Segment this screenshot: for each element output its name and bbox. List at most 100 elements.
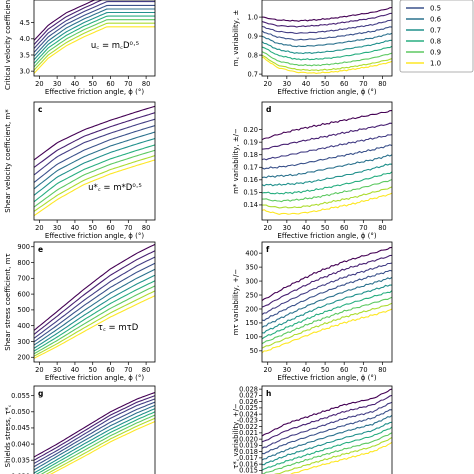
equation-label: τ꜀ = mτD <box>98 323 139 333</box>
y-tick-label: 0.023 <box>239 417 258 425</box>
x-tick-label: 30 <box>53 366 61 374</box>
series-line-10 <box>34 26 155 74</box>
y-tick-label: 0.026 <box>239 398 258 406</box>
series-line-10 <box>262 308 392 354</box>
series-line-4 <box>34 401 155 468</box>
series-line-2 <box>34 0 104 45</box>
series-line-3 <box>34 118 155 176</box>
y-tick-label: 250 <box>245 291 258 299</box>
x-tick-label: 50 <box>321 224 329 232</box>
legend-label: 0.6 <box>430 16 442 24</box>
y-tick-label: 0.035 <box>11 456 30 464</box>
x-tick-label: 80 <box>142 224 150 232</box>
y-tick-label: 300 <box>245 277 258 285</box>
series-line-4 <box>262 409 392 455</box>
series-line-3 <box>262 262 392 315</box>
x-axis-label: Effective friction angle, ϕ (°) <box>277 374 376 382</box>
series-line-9 <box>262 54 392 72</box>
series-line-4 <box>34 262 155 343</box>
x-tick-label: 40 <box>302 366 310 374</box>
x-tick-label: 40 <box>71 366 79 374</box>
y-tick-label: 500 <box>17 306 30 314</box>
x-tick-label: 60 <box>106 224 114 232</box>
y-tick-label: 0.015 <box>239 467 258 474</box>
panel-g: 0.030 0.035 0.040 0.045 0.050 0.055 Shields st… <box>4 385 156 474</box>
series-line-2 <box>34 250 155 335</box>
series-line-5 <box>262 276 392 328</box>
equation-label: u꜀ = m꜀D⁰·⁵ <box>91 41 139 51</box>
y-tick-label: 200 <box>245 305 258 313</box>
series-line-6 <box>34 137 155 196</box>
series-line-2 <box>262 254 392 308</box>
y-tick-label: 0.7 <box>248 70 259 78</box>
y-tick-label: 0.025 <box>239 404 258 412</box>
legend-frame <box>399 0 474 73</box>
series-line-3 <box>262 401 392 449</box>
legend-label: 1.0 <box>430 60 441 68</box>
series-line-1 <box>262 6 392 22</box>
x-axis-label: Effective friction angle, ϕ (°) <box>277 88 376 96</box>
plot-frame <box>33 385 156 474</box>
y-tick-label: 0.16 <box>243 176 258 184</box>
y-tick-label: 0.18 <box>243 151 258 159</box>
x-tick-label: 80 <box>378 224 386 232</box>
series-line-3 <box>34 1 155 49</box>
series-line-7 <box>34 15 155 64</box>
series-line-3 <box>262 19 392 35</box>
y-tick-label: 0.018 <box>239 448 258 456</box>
series-line-1 <box>262 246 392 302</box>
series-line-7 <box>35 411 155 474</box>
series-line-7 <box>262 45 392 61</box>
x-tick-label: 50 <box>321 366 329 374</box>
series-line-1 <box>34 243 155 331</box>
y-axis-label: τ*꜀ variability, +/− <box>232 403 240 469</box>
panel-e: 20 30 40 50 60 70 80 200 300 400 500 600 700 800 900 Ef… <box>4 241 156 382</box>
x-tick-label: 70 <box>124 366 132 374</box>
x-tick-label: 70 <box>359 80 367 88</box>
y-tick-label: 0.19 <box>243 138 258 146</box>
y-tick-label: 0.15 <box>243 189 258 197</box>
panel-letter: h <box>266 389 271 398</box>
x-tick-label: 50 <box>89 366 97 374</box>
series-line-2 <box>34 395 155 461</box>
series-line-9 <box>262 186 392 209</box>
y-tick-label: 0.014 <box>239 473 258 474</box>
series-line-10 <box>34 159 155 217</box>
series-line-10 <box>49 420 155 474</box>
series-line-8 <box>262 51 392 67</box>
x-tick-label: 40 <box>302 224 310 232</box>
y-tick-label: 0.022 <box>239 423 258 431</box>
series-line-5 <box>262 154 392 179</box>
plot-frame <box>33 0 156 77</box>
y-tick-label: 0.9 <box>248 32 259 40</box>
y-tick-label: 150 <box>245 319 258 327</box>
y-axis-label: Shear velocity coefficient, m* <box>4 109 12 213</box>
series-line-4 <box>34 125 155 183</box>
series-line-8 <box>34 285 155 355</box>
y-tick-label: 0.017 <box>239 454 258 462</box>
x-tick-label: 80 <box>142 80 150 88</box>
y-tick-label: 350 <box>245 263 258 271</box>
series-group <box>262 110 392 215</box>
series-line-3 <box>262 134 392 161</box>
series-line-10 <box>262 56 392 74</box>
y-tick-label: 600 <box>17 290 30 298</box>
panel-letter: e <box>38 245 43 254</box>
y-tick-label: 0.040 <box>11 440 30 448</box>
series-line-3 <box>34 398 155 464</box>
y-tick-label: 0.050 <box>11 408 30 416</box>
series-line-8 <box>262 296 392 345</box>
series-line-8 <box>34 19 155 68</box>
x-tick-label: 60 <box>106 366 114 374</box>
series-line-8 <box>262 179 392 203</box>
legend-label: 0.9 <box>430 49 441 57</box>
x-tick-label: 70 <box>124 224 132 232</box>
series-line-6 <box>34 274 155 349</box>
y-tick-label: 0.016 <box>239 460 258 468</box>
x-tick-label: 60 <box>340 80 348 88</box>
x-tick-label: 30 <box>283 224 291 232</box>
y-tick-label: 50 <box>250 347 258 355</box>
series-line-4 <box>262 26 392 41</box>
x-tick-label: 20 <box>264 80 272 88</box>
